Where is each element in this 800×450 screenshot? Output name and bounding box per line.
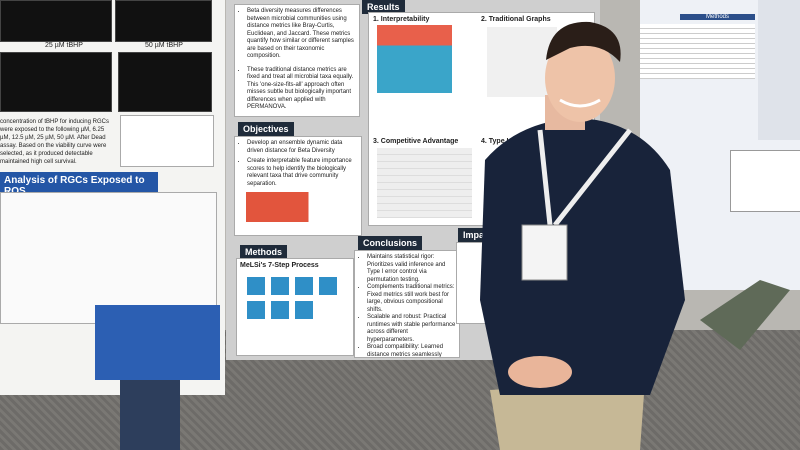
scatter-figure xyxy=(487,27,557,97)
bar-figure xyxy=(377,25,452,93)
chart-figure xyxy=(120,115,214,167)
conclusions-box: Maintains statistical rigor: Prioritizes… xyxy=(354,250,460,358)
pants xyxy=(490,380,645,450)
image-label: 50 µM tBHP xyxy=(145,42,183,49)
smile xyxy=(559,98,601,108)
step-grid xyxy=(237,273,353,323)
intro-text: These traditional distance metrics are f… xyxy=(247,67,356,112)
footer-box xyxy=(95,305,220,380)
section-heading: Results xyxy=(362,0,405,14)
objective: Develop an ensemble dynamic data driven … xyxy=(247,140,358,155)
conclusion: Broad compatibility: Learned distance me… xyxy=(367,344,456,357)
section-heading: Conclusions xyxy=(358,236,423,250)
left-poster: 25 µM tBHP 50 µM tBHP concentration of t… xyxy=(0,0,225,395)
lanyard xyxy=(537,128,632,227)
section-heading: Methods xyxy=(240,245,287,259)
results-heading: 3. Competitive Advantage xyxy=(373,138,459,145)
section-heading: Methods xyxy=(680,14,755,20)
methods-subtitle: MeLSi's 7-Step Process xyxy=(240,262,319,269)
section-heading: Objectives xyxy=(238,122,294,136)
methods-box: MeLSi's 7-Step Process xyxy=(236,258,354,356)
hair xyxy=(546,21,621,62)
text-block xyxy=(640,24,755,79)
figure-column xyxy=(758,0,800,140)
micrograph xyxy=(0,0,112,42)
figure xyxy=(730,150,800,212)
image-label: 25 µM tBHP xyxy=(45,42,83,49)
conclusion: Maintains statistical rigor: Prioritizes… xyxy=(367,254,456,284)
visitor-leg xyxy=(700,280,790,350)
results-heading: 1. Interpretability xyxy=(373,16,430,23)
table-figure xyxy=(377,148,472,218)
pullover xyxy=(480,118,685,395)
visitor-legs xyxy=(120,380,180,450)
objectives-box: Develop an ensemble dynamic data driven … xyxy=(234,136,362,236)
results-heading: 2. Traditional Graphs xyxy=(481,16,551,23)
bar-figure xyxy=(246,192,350,222)
micrograph xyxy=(118,52,212,112)
conclusion: Scalable and robust: Practical runtimes … xyxy=(367,314,456,344)
objective: Create interpretable feature importance … xyxy=(247,158,358,188)
micrograph xyxy=(0,52,112,112)
intro-text: Beta diversity measures differences betw… xyxy=(247,8,356,61)
name-badge xyxy=(521,224,568,281)
hands xyxy=(508,356,572,388)
right-poster: Methods xyxy=(640,0,800,290)
conclusion: Complements traditional metrics: Fixed m… xyxy=(367,284,456,314)
intro-box: Beta diversity measures differences betw… xyxy=(234,4,360,117)
paragraph: concentration of tBHP for inducing RGCs … xyxy=(0,119,109,165)
micrograph xyxy=(115,0,212,42)
